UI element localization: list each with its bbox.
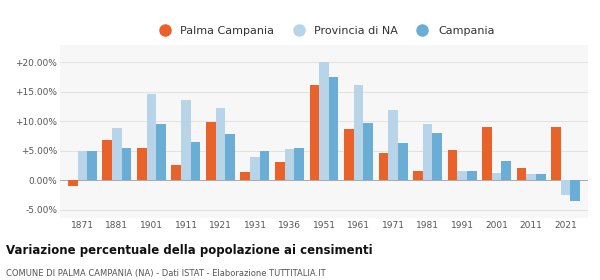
Bar bbox=[112, 128, 122, 180]
Bar bbox=[517, 168, 526, 180]
Bar bbox=[319, 62, 329, 180]
Bar bbox=[215, 108, 226, 180]
Bar bbox=[571, 180, 580, 201]
Bar bbox=[551, 127, 561, 180]
Bar bbox=[413, 171, 422, 180]
Bar bbox=[206, 122, 215, 180]
Bar bbox=[379, 153, 388, 180]
Bar bbox=[103, 140, 112, 180]
Bar bbox=[422, 124, 433, 180]
Bar bbox=[448, 150, 457, 180]
Bar bbox=[492, 173, 502, 180]
Bar bbox=[122, 148, 131, 180]
Bar bbox=[295, 148, 304, 180]
Bar bbox=[561, 180, 571, 195]
Bar bbox=[526, 174, 536, 180]
Bar bbox=[284, 149, 295, 180]
Bar bbox=[87, 151, 97, 180]
Bar bbox=[344, 129, 353, 180]
Bar bbox=[191, 143, 200, 180]
Bar bbox=[68, 180, 77, 186]
Bar bbox=[467, 171, 476, 180]
Bar bbox=[275, 162, 284, 180]
Text: Variazione percentuale della popolazione ai censimenti: Variazione percentuale della popolazione… bbox=[6, 244, 373, 256]
Bar bbox=[502, 161, 511, 180]
Bar bbox=[398, 143, 407, 180]
Bar bbox=[137, 148, 146, 180]
Bar bbox=[77, 151, 87, 180]
Bar bbox=[310, 85, 319, 180]
Bar bbox=[241, 172, 250, 180]
Bar bbox=[329, 77, 338, 180]
Bar bbox=[457, 171, 467, 180]
Legend: Palma Campania, Provincia di NA, Campania: Palma Campania, Provincia di NA, Campani… bbox=[154, 26, 494, 36]
Bar bbox=[226, 134, 235, 180]
Bar bbox=[353, 85, 364, 180]
Bar bbox=[156, 124, 166, 180]
Bar bbox=[388, 110, 398, 180]
Bar bbox=[482, 127, 492, 180]
Bar bbox=[250, 157, 260, 180]
Bar bbox=[536, 174, 545, 180]
Bar bbox=[433, 133, 442, 180]
Bar bbox=[146, 94, 156, 180]
Text: COMUNE DI PALMA CAMPANIA (NA) - Dati ISTAT - Elaborazione TUTTITALIA.IT: COMUNE DI PALMA CAMPANIA (NA) - Dati IST… bbox=[6, 269, 326, 278]
Bar bbox=[364, 123, 373, 180]
Bar bbox=[181, 100, 191, 180]
Bar bbox=[260, 151, 269, 180]
Bar bbox=[172, 165, 181, 180]
